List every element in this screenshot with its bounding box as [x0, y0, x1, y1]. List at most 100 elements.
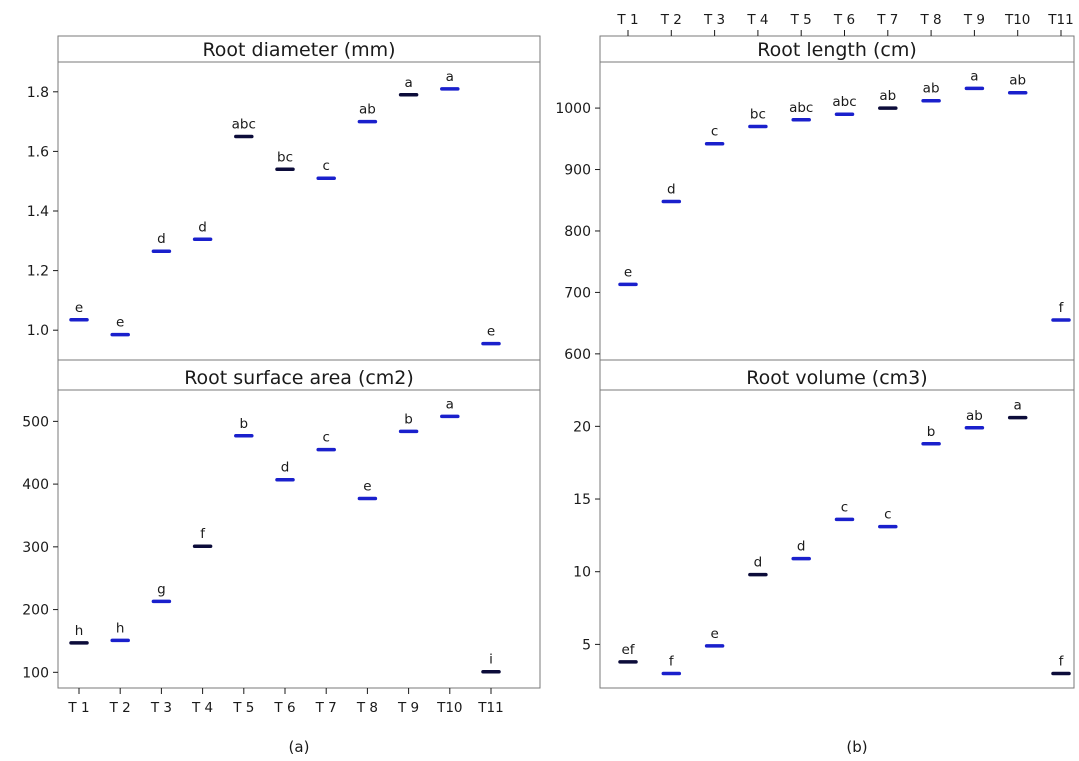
y-tick-label: 5	[582, 637, 591, 653]
y-tick-label: 1.2	[27, 264, 49, 280]
group-letter: e	[487, 324, 495, 340]
group-letter: ef	[621, 642, 635, 658]
x-tick-label: T 4	[746, 12, 768, 28]
group-letter: b	[927, 424, 936, 440]
group-letter: b	[240, 416, 249, 432]
group-letter: c	[322, 430, 329, 446]
group-letter: c	[711, 124, 718, 140]
x-tick-label: T11	[1047, 12, 1073, 28]
x-tick-label: T 3	[703, 12, 725, 28]
group-letter: ab	[359, 102, 376, 118]
x-tick-label: T 4	[191, 700, 213, 716]
group-letter: a	[970, 68, 978, 84]
x-tick-label: T 2	[660, 12, 682, 28]
group-letter: ab	[966, 408, 983, 424]
y-tick-label: 700	[564, 285, 591, 301]
y-tick-label: 200	[22, 603, 49, 619]
group-letter: ab	[923, 81, 940, 97]
plot-frame	[57, 389, 541, 689]
y-tick-label: 1.8	[27, 85, 49, 101]
caption-b: (b)	[846, 738, 867, 756]
plot-frame	[599, 389, 1075, 689]
group-letter: a	[404, 75, 412, 91]
group-letter: e	[710, 626, 718, 642]
panel-root-surface-area: Root surface area (cm2) 100 200 300 400 500 h T…	[22, 359, 541, 716]
group-letter: f	[1059, 300, 1065, 316]
group-letter: d	[797, 539, 806, 555]
y-tick-label: 1.0	[27, 323, 49, 339]
x-tick-label: T 1	[67, 700, 89, 716]
caption-a: (a)	[289, 738, 310, 756]
group-letter: g	[157, 581, 166, 597]
x-tick-label: T 5	[790, 12, 812, 28]
panel-title: Root diameter (mm)	[202, 39, 395, 61]
panel-title: Root surface area (cm2)	[184, 367, 414, 389]
group-letter: d	[281, 460, 290, 476]
group-letter: e	[363, 479, 371, 495]
group-letter: bc	[750, 107, 766, 123]
y-tick-label: 20	[573, 419, 591, 435]
panel-title: Root length (cm)	[757, 39, 916, 61]
panel-root-length: Root length (cm) 600 700 800 900 1000 e T 1 d T 2…	[555, 12, 1075, 363]
x-tick-label: T 6	[833, 12, 855, 28]
x-tick-label: T10	[1004, 12, 1030, 28]
y-tick-label: 800	[564, 224, 591, 240]
x-tick-label: T 6	[273, 700, 295, 716]
group-letter: b	[404, 411, 413, 427]
group-letter: f	[200, 526, 206, 542]
y-tick-label: 1.4	[27, 204, 49, 220]
panel-root-diameter: Root diameter (mm)1.01.21.41.61.8eeddabc…	[27, 35, 541, 361]
group-letter: f	[1059, 653, 1065, 669]
group-letter: e	[75, 300, 83, 316]
group-letter: c	[841, 499, 848, 515]
group-letter: d	[157, 231, 166, 247]
panel-strip	[599, 359, 1075, 391]
group-letter: c	[884, 507, 891, 523]
y-tick-label: 900	[564, 163, 591, 179]
x-tick-label: T 9	[963, 12, 985, 28]
y-tick-label: 300	[22, 540, 49, 556]
group-letter: c	[322, 158, 329, 174]
group-letter: d	[198, 219, 207, 235]
y-tick-label: 100	[22, 665, 49, 681]
panel-strip	[57, 35, 541, 63]
x-tick-label: T 2	[109, 700, 131, 716]
x-tick-label: T 8	[356, 700, 378, 716]
x-tick-label: T 7	[315, 700, 337, 716]
panel-title: Root volume (cm3)	[746, 367, 927, 389]
x-tick-label: T 8	[920, 12, 942, 28]
y-tick-label: 15	[573, 492, 591, 508]
group-letter: ab	[1009, 73, 1026, 89]
group-letter: abc	[232, 117, 256, 133]
group-letter: e	[116, 315, 124, 331]
group-letter: abc	[832, 94, 856, 110]
group-letter: d	[667, 181, 676, 197]
x-tick-label: T 7	[876, 12, 898, 28]
group-letter: abc	[789, 100, 813, 116]
x-tick-label: T 5	[232, 700, 254, 716]
panel-root-volume: Root volume (cm3) 5 10 15 20 ef f e d d c c b ab a f	[573, 359, 1075, 689]
group-letter: ab	[879, 88, 896, 104]
group-letter: a	[1014, 398, 1022, 414]
x-tick-label: T11	[477, 700, 503, 716]
group-letter: i	[489, 652, 493, 668]
x-tick-label: T10	[436, 700, 462, 716]
x-tick-label: T 1	[616, 12, 638, 28]
y-tick-label: 1.6	[27, 144, 49, 160]
x-tick-label: T 3	[150, 700, 172, 716]
y-tick-label: 1000	[555, 101, 591, 117]
y-tick-label: 500	[22, 414, 49, 430]
y-tick-label: 600	[564, 347, 591, 363]
plot-frame	[57, 61, 541, 361]
group-letter: h	[116, 620, 125, 636]
x-tick-label: T 9	[397, 700, 419, 716]
group-letter: d	[754, 555, 763, 571]
y-tick-label: 400	[22, 477, 49, 493]
panel-strip	[599, 35, 1075, 63]
group-letter: e	[624, 264, 632, 280]
group-letter: f	[669, 653, 675, 669]
y-tick-label: 10	[573, 565, 591, 581]
group-letter: h	[75, 623, 84, 639]
group-letter: a	[446, 69, 454, 85]
